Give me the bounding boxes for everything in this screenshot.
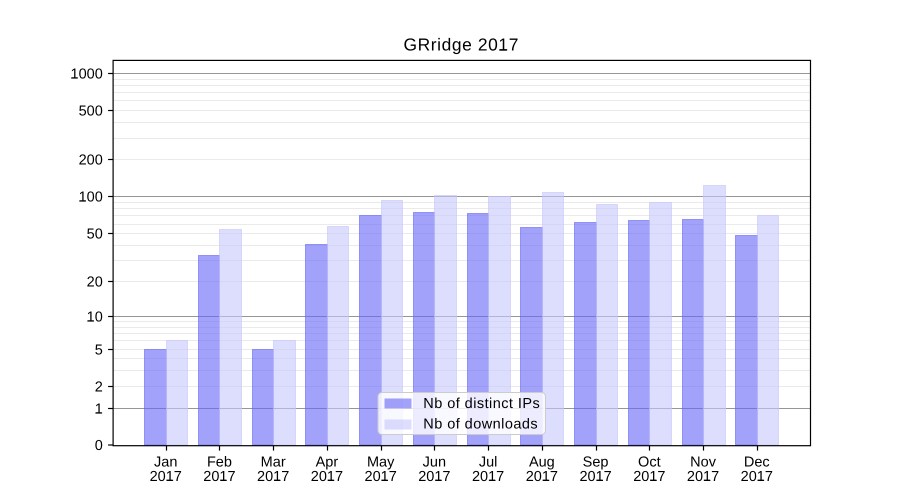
svg-text:May: May — [367, 454, 395, 470]
svg-text:Dec: Dec — [744, 454, 770, 470]
svg-text:2017: 2017 — [311, 469, 343, 485]
svg-text:2017: 2017 — [365, 469, 397, 485]
svg-text:Nov: Nov — [690, 454, 717, 470]
svg-text:GRridge 2017: GRridge 2017 — [404, 35, 519, 55]
svg-text:100: 100 — [79, 190, 103, 206]
svg-text:Aug: Aug — [529, 454, 555, 470]
svg-text:1000: 1000 — [71, 67, 103, 83]
svg-text:2017: 2017 — [150, 469, 182, 485]
svg-text:2017: 2017 — [687, 469, 719, 485]
svg-text:2017: 2017 — [579, 469, 611, 485]
svg-text:500: 500 — [79, 104, 103, 120]
svg-text:2017: 2017 — [418, 469, 450, 485]
svg-text:Sep: Sep — [583, 454, 609, 470]
svg-text:Nb of downloads: Nb of downloads — [423, 417, 538, 433]
svg-text:Oct: Oct — [638, 454, 661, 470]
svg-text:2017: 2017 — [633, 469, 665, 485]
svg-text:50: 50 — [87, 227, 103, 243]
svg-text:Jul: Jul — [479, 454, 498, 470]
svg-text:10: 10 — [87, 310, 103, 326]
svg-text:2017: 2017 — [203, 469, 235, 485]
svg-text:0: 0 — [95, 438, 103, 454]
svg-text:2017: 2017 — [526, 469, 558, 485]
svg-text:2017: 2017 — [257, 469, 289, 485]
svg-text:Mar: Mar — [261, 454, 286, 470]
svg-text:Jun: Jun — [423, 454, 446, 470]
svg-text:Feb: Feb — [207, 454, 232, 470]
svg-text:2: 2 — [95, 380, 103, 396]
svg-text:20: 20 — [87, 275, 103, 291]
svg-text:5: 5 — [95, 343, 103, 359]
svg-text:2017: 2017 — [741, 469, 773, 485]
svg-text:Jan: Jan — [154, 454, 177, 470]
svg-text:Apr: Apr — [316, 454, 339, 470]
svg-text:200: 200 — [79, 153, 103, 169]
svg-text:Nb of distinct IPs: Nb of distinct IPs — [423, 396, 540, 412]
svg-text:2017: 2017 — [472, 469, 504, 485]
svg-text:1: 1 — [95, 402, 103, 418]
